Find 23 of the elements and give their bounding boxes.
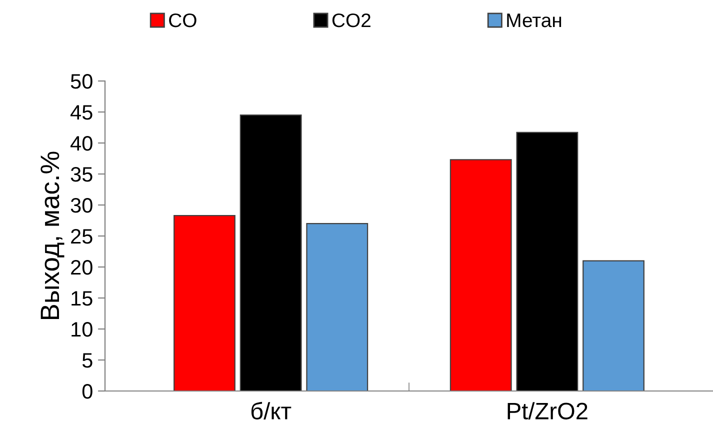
bar bbox=[306, 223, 368, 391]
y-tick-label: 40 bbox=[70, 136, 92, 151]
bar bbox=[450, 159, 512, 391]
y-tick-label: 25 bbox=[71, 229, 92, 244]
bar bbox=[174, 214, 236, 391]
x-tick-label: Pt/ZrO2 bbox=[508, 402, 588, 420]
y-tick-label: 45 bbox=[70, 105, 92, 120]
y-tick-label: 0 bbox=[82, 384, 92, 399]
y-tick-label: 20 bbox=[71, 260, 92, 275]
bar bbox=[240, 114, 302, 391]
y-tick-label: 35 bbox=[70, 167, 92, 182]
legend-label: CO2 bbox=[332, 13, 370, 28]
y-tick-label: 30 bbox=[70, 198, 92, 213]
x-tick-label: б/кт bbox=[251, 402, 292, 420]
legend-label: Метан bbox=[507, 14, 562, 28]
y-tick-label: 5 bbox=[82, 353, 92, 368]
y-tick-label: 15 bbox=[72, 291, 92, 306]
legend-label: CO bbox=[169, 13, 196, 28]
bar bbox=[516, 132, 578, 391]
y-tick-label: 10 bbox=[72, 322, 92, 337]
bar bbox=[582, 260, 644, 391]
y-axis-title: Выход, мас.% bbox=[40, 152, 64, 320]
y-tick-label: 50 bbox=[70, 74, 92, 89]
